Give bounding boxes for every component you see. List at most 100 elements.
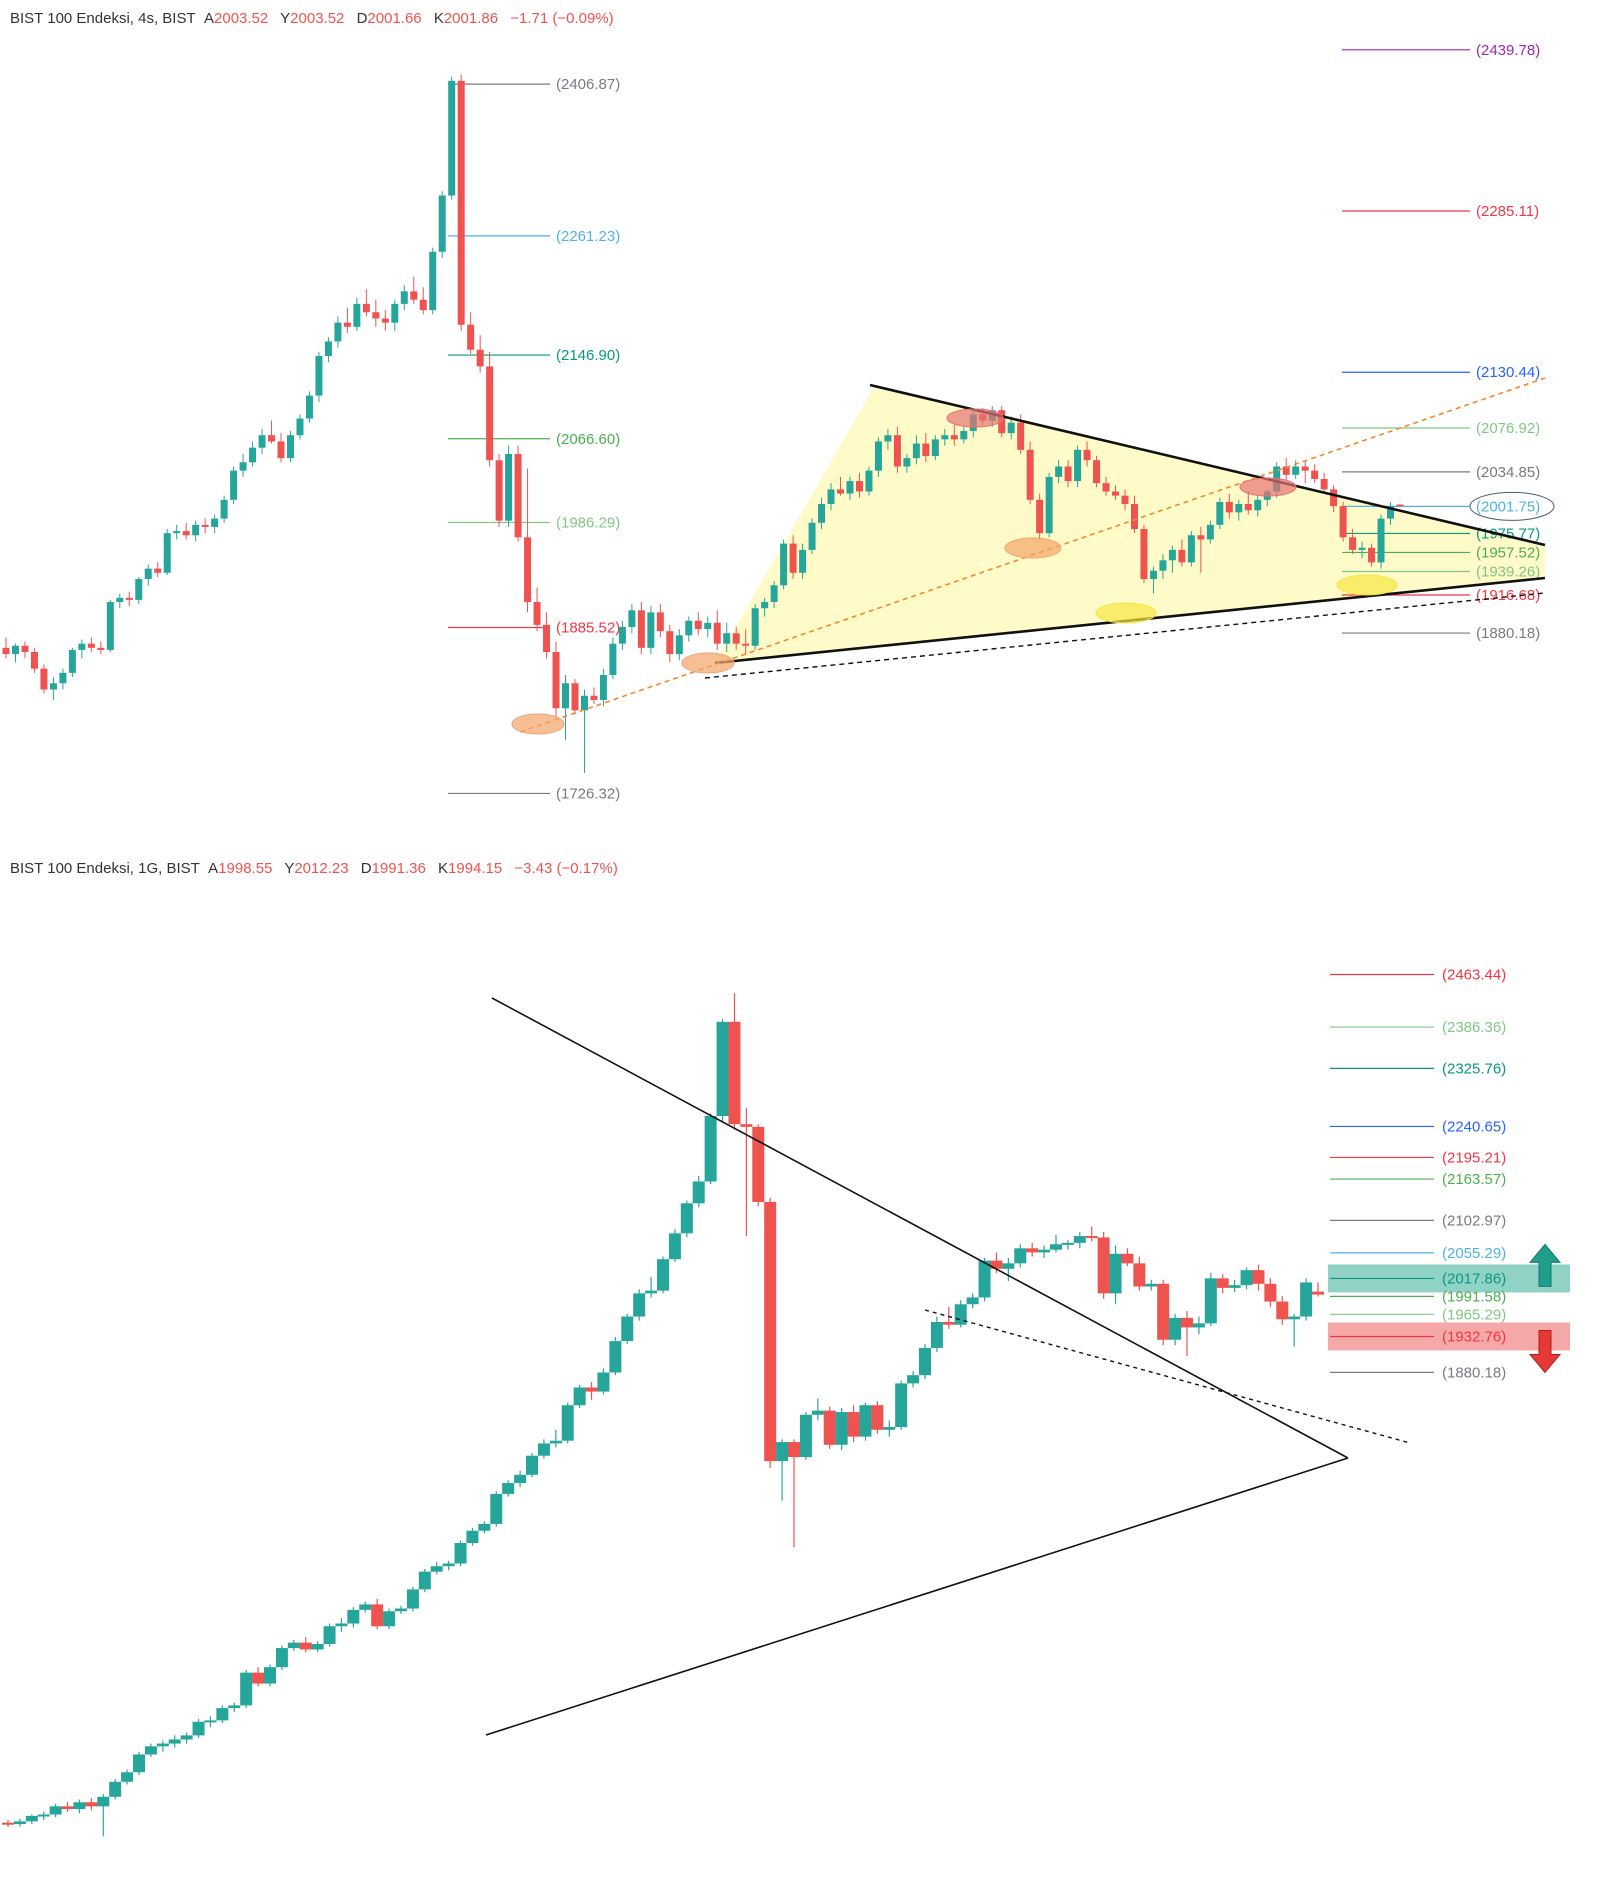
- candle-body: [1121, 495, 1129, 504]
- candle-body: [633, 1293, 646, 1317]
- candle-body: [680, 1203, 693, 1234]
- candle-body: [192, 1721, 205, 1736]
- candle-body: [1187, 535, 1195, 563]
- candle-body: [580, 695, 588, 711]
- candle-body: [960, 431, 968, 440]
- target-level-label: (1880.18): [1476, 625, 1540, 642]
- candle-body: [628, 610, 636, 627]
- candle-body: [1244, 504, 1252, 511]
- open-label: A: [204, 10, 215, 27]
- candle-body: [467, 324, 475, 350]
- candle-body: [1112, 491, 1120, 496]
- candle-body: [335, 1623, 348, 1627]
- target-level-label: (2130.44): [1476, 364, 1540, 381]
- candle-body: [552, 652, 560, 709]
- candle-body: [618, 626, 626, 644]
- chart-panel-1d: (2463.44) (2386.36) (2325.76) (2240.65) (219…: [0, 850, 1600, 1884]
- fib-level-label: (2261.23): [556, 228, 620, 245]
- candle-body: [173, 531, 181, 534]
- candle-body: [49, 1806, 62, 1815]
- close-label: K: [438, 860, 449, 877]
- candle-body: [1073, 1236, 1086, 1243]
- candle-body: [1320, 478, 1328, 490]
- candle-body: [30, 652, 38, 669]
- candle-body: [597, 1372, 610, 1392]
- low-value: 2001.66: [367, 10, 422, 27]
- candle-body: [109, 1781, 122, 1797]
- candle-body: [827, 489, 835, 504]
- candle-body: [922, 443, 930, 457]
- candle-body: [168, 1739, 181, 1744]
- candle-body: [1093, 460, 1101, 484]
- candle-body: [268, 435, 276, 442]
- target-level-label: (2285.11): [1476, 203, 1539, 220]
- candle-body: [383, 1611, 396, 1627]
- candle-body: [216, 1708, 229, 1721]
- candle-body: [277, 441, 285, 459]
- candle-body: [590, 695, 598, 700]
- candle-body: [495, 460, 503, 521]
- candle-body: [192, 524, 200, 536]
- candle-body: [418, 1571, 431, 1590]
- candle-body: [201, 524, 209, 527]
- candle-body: [125, 597, 133, 600]
- candle-body: [1192, 1323, 1205, 1328]
- candle-body: [704, 1115, 717, 1182]
- candle-body: [1149, 570, 1157, 580]
- highlight-ellipse: [1336, 574, 1398, 596]
- candle-body: [704, 622, 712, 630]
- candle-body: [249, 447, 257, 463]
- candle-body: [770, 585, 778, 602]
- candle-body: [789, 543, 797, 573]
- target-level-label: (2325.76): [1442, 1060, 1506, 1077]
- low-value: 1991.36: [371, 860, 426, 877]
- candle-body: [835, 1412, 848, 1445]
- candle-body: [1038, 1249, 1051, 1253]
- candle-body: [400, 291, 408, 304]
- candle-body: [1074, 449, 1082, 482]
- candle-body: [1254, 499, 1262, 511]
- candle-body: [430, 1566, 443, 1572]
- candle-body: [490, 1493, 503, 1524]
- candle-body: [1026, 1248, 1039, 1253]
- candle-body: [1045, 476, 1053, 534]
- symbol-legend-4h: BIST 100 Endeksi, 4s, BIST A2003.52 Y200…: [10, 10, 619, 27]
- candle-body: [1264, 1283, 1277, 1302]
- candle-body: [502, 1482, 515, 1494]
- candle-body: [144, 1746, 157, 1755]
- candle-body: [941, 435, 949, 440]
- candle-body: [978, 1260, 991, 1298]
- candle-body: [180, 1735, 193, 1740]
- candle-body: [182, 531, 190, 536]
- candle-body: [476, 349, 484, 367]
- candle-body: [1036, 499, 1044, 534]
- highlight-ellipse: [1239, 477, 1297, 497]
- candle-body: [372, 312, 380, 319]
- candle-body: [73, 1802, 86, 1810]
- low-label: D: [360, 860, 372, 877]
- candle-body: [751, 608, 759, 646]
- candle-body: [315, 356, 323, 396]
- candle-body: [1312, 1291, 1324, 1295]
- candle-body: [723, 633, 731, 644]
- candle-body: [732, 633, 740, 644]
- target-level-label: (2034.85): [1476, 464, 1540, 481]
- highlight-ellipse: [511, 713, 565, 735]
- candle-body: [883, 1427, 896, 1430]
- candle-body: [353, 303, 361, 327]
- candle-body: [454, 1543, 467, 1564]
- candle-body: [609, 643, 617, 675]
- candle-body: [1014, 1248, 1027, 1264]
- candle-body: [296, 418, 304, 436]
- candle-body: [1311, 470, 1319, 479]
- candle-body: [1204, 1278, 1217, 1324]
- candle-body: [25, 1815, 38, 1822]
- candle-body: [97, 647, 105, 650]
- candle-body: [524, 537, 532, 602]
- candle-body: [713, 622, 721, 644]
- candle-body: [97, 1796, 110, 1807]
- candle-body: [21, 645, 29, 652]
- candle-body: [799, 1414, 812, 1458]
- candle-body: [543, 624, 551, 652]
- candle-body: [537, 1443, 550, 1456]
